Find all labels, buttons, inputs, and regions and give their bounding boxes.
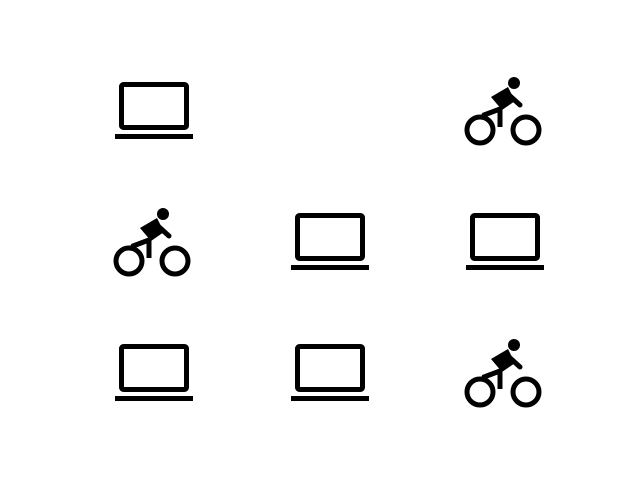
laptop-icon (109, 65, 199, 155)
laptop-icon (285, 327, 375, 417)
laptop-icon (285, 196, 375, 286)
laptop-icon (109, 327, 199, 417)
bicycle-icon (109, 196, 199, 286)
laptop-icon (460, 196, 550, 286)
bicycle-icon (460, 65, 550, 155)
bicycle-icon (460, 327, 550, 417)
